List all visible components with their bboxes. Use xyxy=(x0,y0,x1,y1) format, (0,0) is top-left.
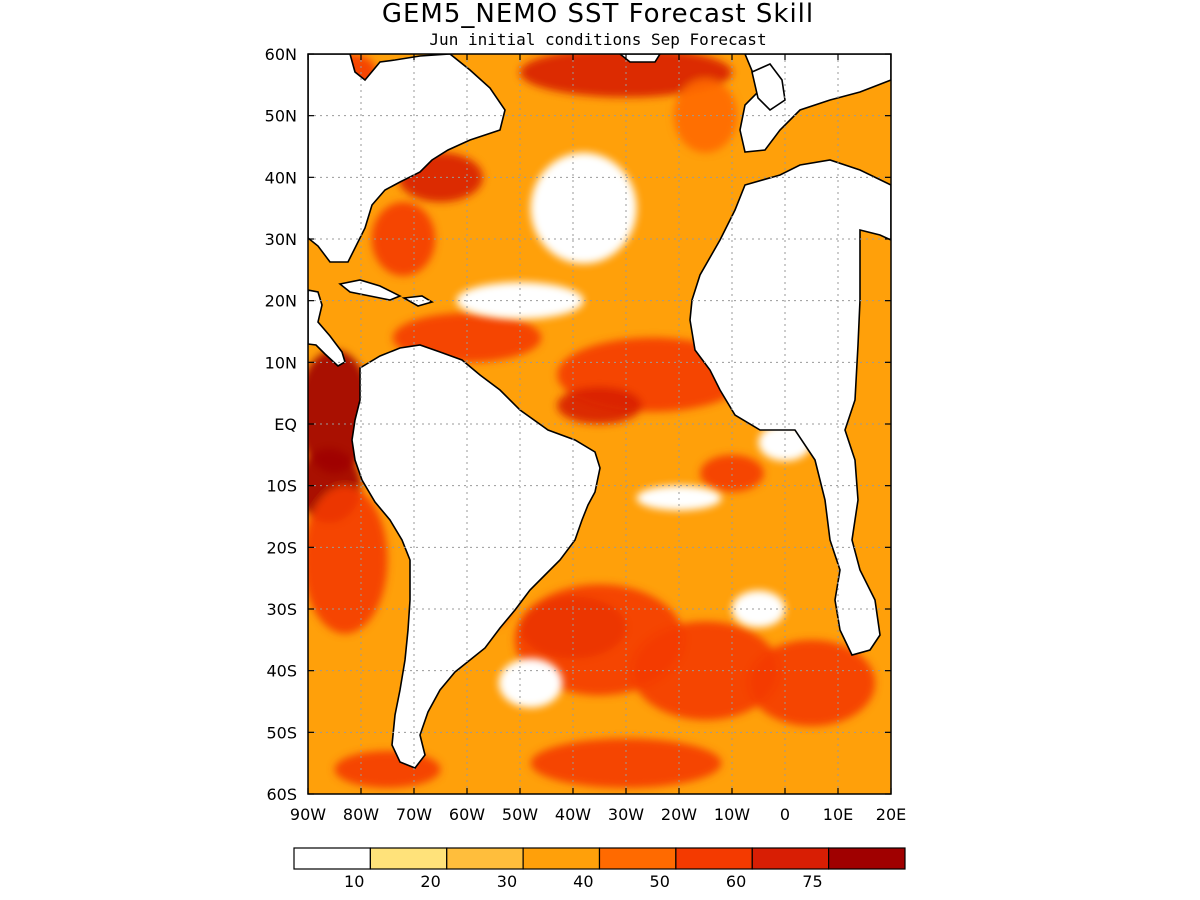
colorbar-label: 75 xyxy=(802,872,822,891)
lat-tick-label: 30S xyxy=(266,600,297,619)
lat-tick-label: 10N xyxy=(265,353,297,372)
colorbar-swatch-5 xyxy=(675,847,753,870)
lon-tick-label: 70W xyxy=(396,805,432,824)
colorbar-label: 10 xyxy=(344,872,364,891)
colorbar-swatch-2 xyxy=(446,847,524,870)
colorbar: 10 20 30 40 50 60 75 xyxy=(293,847,906,891)
lon-tick-label: 0 xyxy=(780,805,790,824)
north-america-land xyxy=(308,54,506,263)
lon-tick-label: 30W xyxy=(608,805,644,824)
colorbar-swatch-1 xyxy=(369,847,448,870)
low-skill-region-4 xyxy=(498,658,563,708)
africa-land xyxy=(689,159,891,656)
lat-tick-label: 60N xyxy=(265,45,297,64)
colorbar-label: 30 xyxy=(497,872,517,891)
skill-region-14 xyxy=(520,54,732,98)
lon-tick-label: 80W xyxy=(343,805,379,824)
colorbar-swatch-4 xyxy=(598,847,677,870)
lat-tick-label: 50N xyxy=(265,107,297,126)
colorbar-label: 50 xyxy=(650,872,670,891)
colorbar-label: 60 xyxy=(726,872,746,891)
lon-tick-label: 20E xyxy=(876,805,906,824)
low-skill-region-0 xyxy=(530,152,637,264)
colorbar-label: 40 xyxy=(573,872,593,891)
lat-tick-label: 40N xyxy=(265,168,297,187)
colorbar-swatch-6 xyxy=(751,847,830,870)
lat-tick-label: 60S xyxy=(266,785,297,804)
skill-region-17 xyxy=(700,454,764,492)
skill-region-13 xyxy=(371,202,436,276)
lat-tick-label: 50S xyxy=(266,723,297,742)
skill-region-10 xyxy=(557,387,642,424)
colorbar-swatch-7 xyxy=(828,847,906,870)
skill-field xyxy=(308,54,876,788)
lon-tick-label: 10E xyxy=(823,805,853,824)
lat-tick-label: 20N xyxy=(265,292,297,311)
sst-skill-map xyxy=(308,54,891,794)
lon-tick-label: 50W xyxy=(502,805,538,824)
axis-labels: 60N 50N 40N 30N 20N 10N EQ 10S 20S 30S 40S 50S 60S90… xyxy=(265,45,907,824)
graticule xyxy=(308,54,891,794)
iceland-island xyxy=(618,54,661,63)
lat-tick-label: 10S xyxy=(266,477,297,496)
lat-tick-label: 20S xyxy=(266,538,297,557)
map-title: GEM5_NEMO SST Forecast Skill xyxy=(382,0,814,29)
colorbar-swatch-0 xyxy=(293,847,371,870)
cuba-island xyxy=(338,279,402,301)
lat-tick-label: 30N xyxy=(265,230,297,249)
lon-tick-label: 60W xyxy=(449,805,485,824)
lon-tick-label: 10W xyxy=(714,805,750,824)
skill-region-2 xyxy=(308,485,388,634)
lon-tick-label: 90W xyxy=(290,805,326,824)
lon-tick-label: 20W xyxy=(661,805,697,824)
colorbar-swatch-3 xyxy=(522,847,601,870)
map-subtitle: Jun initial conditions Sep Forecast xyxy=(429,30,766,49)
lon-tick-label: 40W xyxy=(555,805,591,824)
lat-tick-label: EQ xyxy=(274,415,297,434)
central-america-land xyxy=(308,289,346,367)
uk-island xyxy=(751,63,786,112)
skill-region-6 xyxy=(747,639,876,727)
lat-tick-label: 40S xyxy=(266,662,297,681)
colorbar-label: 20 xyxy=(420,872,440,891)
